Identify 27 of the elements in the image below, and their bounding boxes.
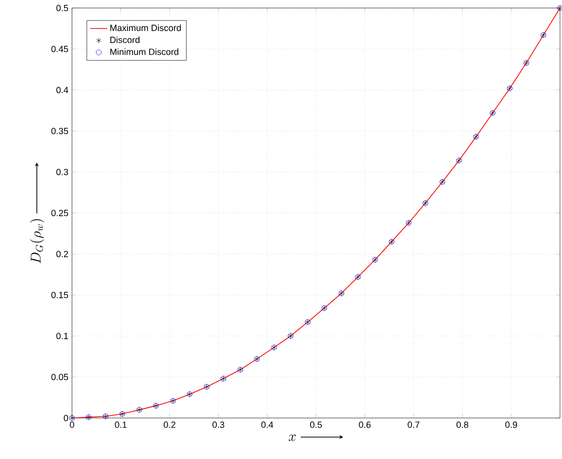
y-tick-label: 0.15 <box>51 292 68 298</box>
x-tick-label: 0.7 <box>408 422 420 428</box>
x-tick-label: 0.1 <box>114 422 127 428</box>
y-tick-label: 0 <box>64 414 68 422</box>
line-series <box>72 8 560 418</box>
y-tick-label: 0.05 <box>51 374 68 380</box>
x-tick-label: 0.5 <box>310 422 322 428</box>
x-tick-label: 0.2 <box>164 422 176 428</box>
y-tick-label: 0.4 <box>56 86 68 94</box>
y-tick-label: 0.3 <box>56 168 68 176</box>
x-tick-label: 0.8 <box>456 422 468 428</box>
x-axis-title: $x$ <box>288 434 296 442</box>
y-tick-label: 0.45 <box>51 46 68 52</box>
x-tick-label: 0 <box>70 422 74 428</box>
x-tick-label: 0.3 <box>212 422 224 428</box>
x-tick-label: 0.6 <box>358 422 371 428</box>
legend-label: Minimum Discord <box>110 48 178 56</box>
legend-label: Maximum Discord <box>110 24 181 32</box>
y-tick-label: 0.35 <box>51 128 68 134</box>
legend-label: Discord <box>110 36 140 44</box>
y-tick-label: 0.25 <box>51 210 68 216</box>
x-tick-label: 0.4 <box>261 422 274 428</box>
y-tick-label: 0.5 <box>56 4 68 12</box>
y-axis-title: $D_G(\rho_w)$ <box>30 219 44 264</box>
y-tick-label: 0.1 <box>56 332 68 340</box>
x-tick-label: 0.9 <box>505 422 518 428</box>
y-tick-label: 0.2 <box>56 250 68 258</box>
